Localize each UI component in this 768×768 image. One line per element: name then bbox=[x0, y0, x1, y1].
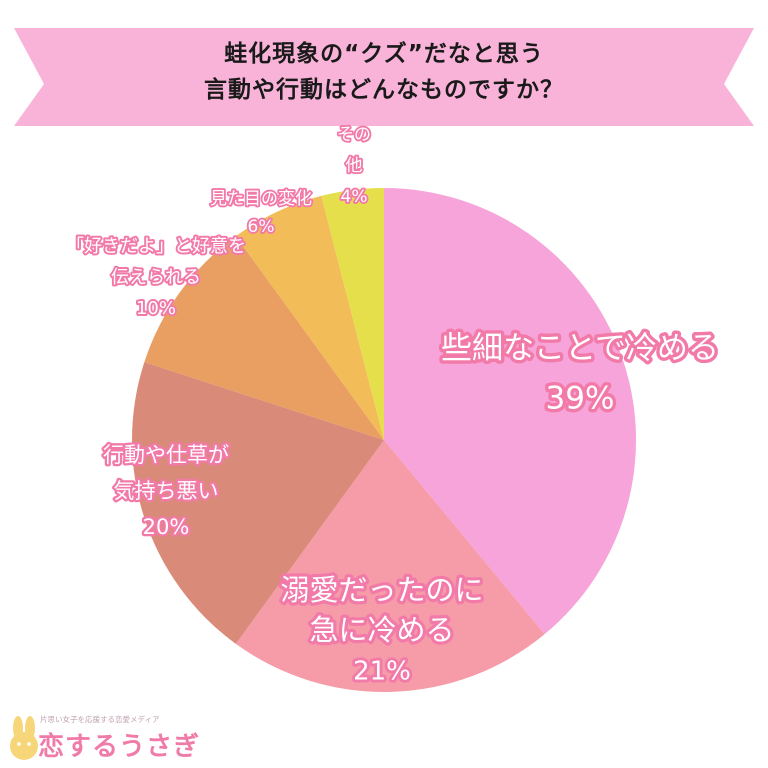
pie-slice bbox=[235, 440, 545, 692]
slice-label: 伝えられる bbox=[111, 267, 201, 288]
slice-label: 他 bbox=[346, 156, 363, 176]
title-banner bbox=[14, 28, 754, 126]
slice-label: 4% bbox=[341, 187, 368, 207]
slice-label: 39% bbox=[546, 381, 615, 417]
slice-label: 些細なことで冷める bbox=[441, 331, 719, 367]
slice-label: 「好きだよ」と好意を bbox=[66, 236, 246, 257]
logo: 片思い女子を応援する恋愛メディア 恋するうさぎ bbox=[4, 712, 234, 764]
title-line-2: 言動や行動はどんなものですか？ bbox=[204, 77, 564, 103]
pie-slice bbox=[235, 195, 384, 440]
slice-label: 見た目の変化 bbox=[210, 189, 312, 209]
pie-slice bbox=[132, 362, 384, 644]
slice-label: 6% bbox=[248, 217, 275, 237]
slice-label: 行動や仕草が bbox=[103, 443, 229, 467]
slice-label: 気持ち悪い bbox=[114, 479, 219, 503]
logo-name: 恋するうさぎ bbox=[38, 732, 201, 762]
pie-slice bbox=[384, 188, 637, 635]
pie-slice bbox=[144, 236, 384, 440]
slice-label: 20% bbox=[143, 515, 190, 539]
slice-label: 溺愛だったのに bbox=[280, 573, 483, 607]
slice-label: 急に冷める bbox=[309, 613, 454, 647]
chart-title: 蛙化現象の“クズ”だなと思う 言動や行動はどんなものですか？ bbox=[0, 36, 768, 108]
slice-label: 21% bbox=[353, 657, 411, 687]
pie-slice bbox=[321, 188, 384, 440]
title-line-1: 蛙化現象の“クズ”だなと思う bbox=[224, 41, 544, 67]
logo-tagline: 片思い女子を応援する恋愛メディア bbox=[40, 715, 160, 724]
slice-label: 10% bbox=[136, 298, 176, 319]
rabbit-icon bbox=[10, 716, 38, 760]
slice-label: その bbox=[337, 125, 371, 145]
